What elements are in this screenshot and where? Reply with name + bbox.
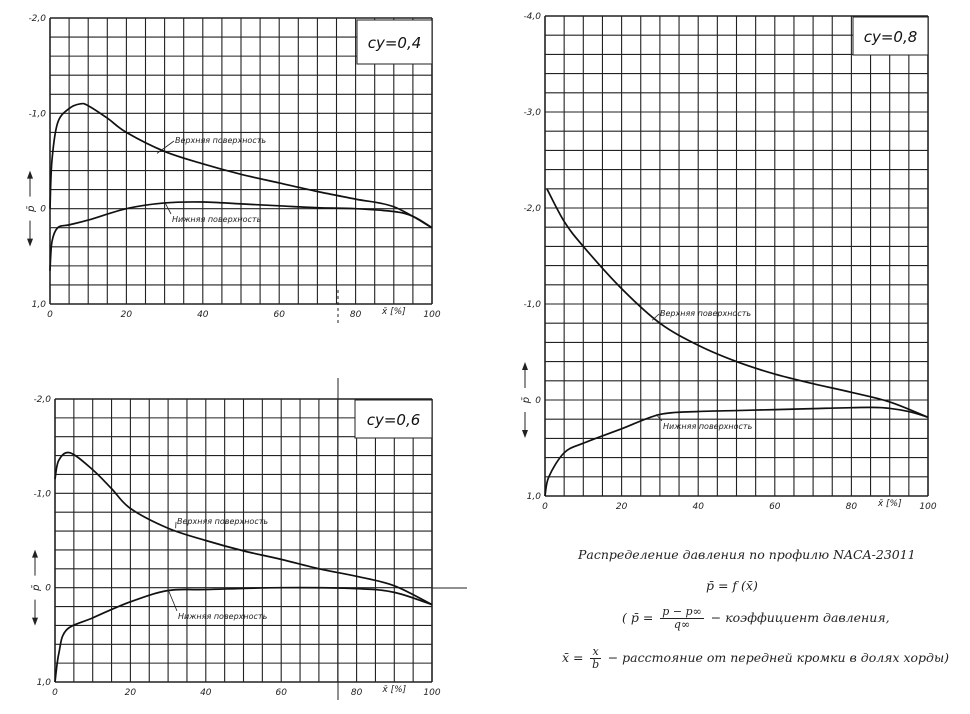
x-tick-label: 60 — [275, 688, 287, 698]
x-tick-label: 100 — [423, 688, 440, 698]
chart-title-box — [852, 16, 929, 56]
label-leader-line — [156, 140, 175, 154]
caption-title: Распределение давления по профилю NACA-2… — [578, 547, 916, 562]
arrow-up-icon — [27, 170, 33, 179]
caption-formula: p̄ = f (x̄) — [706, 578, 758, 593]
x-axis-label: x̄ [%] — [877, 499, 902, 509]
chart-title: cy=0,6 — [367, 411, 421, 429]
x-tick-label: 100 — [423, 310, 440, 320]
y-tick-label: 0 — [45, 584, 51, 594]
y-tick-label: 1,0 — [37, 678, 52, 688]
p-def-denominator: q∞ — [673, 618, 691, 631]
p-def-fraction: p − p∞ q∞ — [660, 605, 704, 631]
arrow-down-icon — [27, 238, 33, 247]
x-tick-label: 80 — [350, 310, 362, 320]
upper-surface-label: Верхняя поверхность — [175, 136, 266, 145]
upper-surface-label: Верхняя поверхность — [177, 517, 268, 526]
x-tick-label: 0 — [47, 310, 53, 320]
upper-surface-curve — [49, 102, 433, 229]
x-tick-label: 80 — [351, 688, 363, 698]
lower-surface-label: Нижняя поверхность — [663, 422, 753, 431]
label-leader-line — [651, 313, 660, 321]
arrow-down-icon — [32, 617, 38, 626]
upper-surface-curve — [54, 451, 433, 606]
y-tick-label: -2,0 — [28, 14, 46, 24]
x-tick-label: 20 — [616, 502, 628, 512]
chart-3: cy=0,8-4,0-3,0-2,0-1,001,00 20 40 60 80 100x̄… — [521, 12, 937, 512]
x-tick-label: 60 — [273, 310, 285, 320]
y-tick-label: -2,0 — [523, 204, 541, 214]
label-leader-line — [164, 201, 172, 215]
lower-surface-curve — [49, 201, 433, 271]
arrow-up-icon — [32, 549, 38, 558]
y-axis-label: p̄ — [521, 397, 532, 405]
y-tick-label: 0 — [535, 396, 541, 406]
x-def-numerator: x — [590, 645, 601, 659]
x-tick-label: 20 — [121, 310, 133, 320]
x-tick-label: 20 — [125, 688, 137, 698]
chart-title: cy=0,4 — [368, 34, 422, 52]
y-tick-label: -3,0 — [523, 108, 541, 118]
y-axis-label: p̄ — [31, 584, 42, 592]
y-tick-label: 0 — [40, 205, 46, 215]
y-axis-label: p̄ — [26, 205, 37, 213]
x-def-denominator: b — [592, 658, 600, 671]
x-tick-label: 100 — [919, 502, 936, 512]
y-tick-label: 1,0 — [32, 300, 47, 310]
lower-surface-label: Нижняя поверхность — [178, 612, 268, 621]
x-def-text: − расстояние от передней кромки в долях … — [607, 650, 950, 665]
x-axis-label: x̄ [%] — [381, 685, 406, 695]
p-def-numerator: p − p∞ — [660, 605, 704, 619]
x-tick-label: 80 — [846, 502, 858, 512]
x-tick-label: 40 — [692, 502, 704, 512]
label-leader-line — [655, 414, 663, 422]
upper-surface-label: Верхняя поверхность — [660, 309, 751, 318]
arrow-up-icon — [522, 362, 528, 370]
y-tick-label: 1,0 — [527, 492, 542, 502]
x-tick-label: 40 — [197, 310, 209, 320]
label-leader-line — [167, 589, 178, 612]
y-tick-label: -1,0 — [28, 109, 46, 119]
chart-title-box — [356, 19, 433, 65]
lower-surface-label: Нижняя поверхность — [172, 215, 262, 224]
x-tick-label: 0 — [542, 502, 548, 512]
lower-surface-curve — [544, 406, 929, 497]
chart-title-box — [354, 399, 433, 439]
x-tick-label: 40 — [200, 688, 212, 698]
y-tick-label: -2,0 — [33, 395, 51, 405]
x-def-prefix: x̄ = — [562, 650, 584, 665]
y-tick-label: -1,0 — [523, 300, 541, 310]
y-tick-label: -4,0 — [523, 12, 541, 22]
x-tick-label: 0 — [52, 688, 58, 698]
caption-pressure-definition: ( p̄ = p − p∞ q∞ − коэффициент давления, — [622, 606, 890, 631]
p-def-text: − коэффициент давления, — [710, 610, 890, 625]
arrow-down-icon — [522, 430, 528, 438]
upper-surface-curve — [546, 188, 929, 419]
y-tick-label: -1,0 — [33, 489, 51, 499]
x-axis-label: x̄ [%] — [381, 307, 406, 317]
p-def-prefix: ( p̄ = — [622, 610, 654, 625]
x-tick-label: 60 — [769, 502, 781, 512]
chart-title: cy=0,8 — [864, 28, 918, 46]
